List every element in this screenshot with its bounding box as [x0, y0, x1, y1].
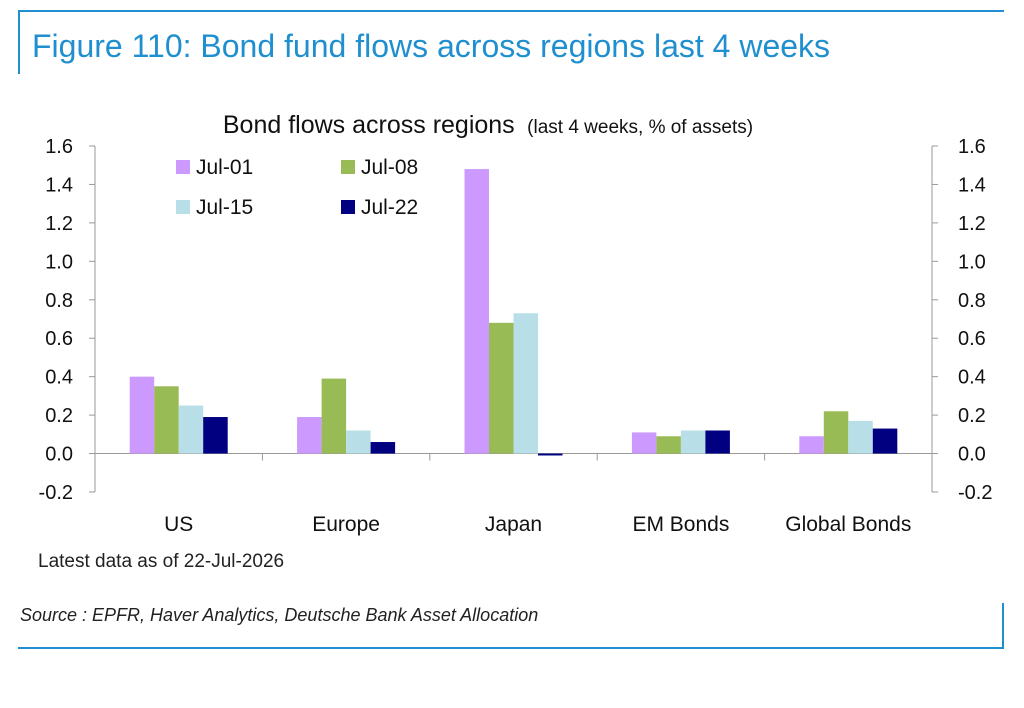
bar [464, 169, 489, 454]
y-tick-label-right: 1.6 [958, 136, 986, 158]
bar [489, 322, 514, 454]
y-tick-label-left: -0.2 [39, 482, 73, 504]
x-category-label: Global Bonds [785, 513, 911, 536]
y-tick-label-left: 0.8 [45, 290, 73, 312]
y-tick-label-right: 0.6 [958, 328, 986, 350]
bar [203, 417, 228, 454]
legend-label: Jul-22 [361, 196, 418, 219]
legend-swatch [341, 200, 355, 214]
bar [848, 420, 873, 454]
legend-swatch [176, 160, 190, 174]
bars [129, 169, 898, 456]
chart-title-subtitle: (last 4 weeks, % of assets) [527, 117, 753, 138]
y-tick-label-right: 0.0 [958, 444, 986, 466]
legend-label: Jul-08 [361, 156, 418, 179]
y-tick-label-right: 1.4 [958, 174, 986, 196]
latest-data-note: Latest data as of 22-Jul-2026 [38, 551, 285, 572]
frame-left-rule [18, 10, 20, 74]
bar [680, 430, 706, 454]
bar [631, 432, 657, 454]
bar [370, 442, 396, 454]
bar [154, 386, 179, 454]
y-tick-label-right: 1.2 [958, 213, 986, 235]
frame-right-rule [1002, 603, 1004, 649]
y-tick-label-left: 0.4 [45, 367, 73, 389]
y-tick-label-right: 0.4 [958, 367, 986, 389]
figure-title: Figure 110: Bond fund flows across regio… [32, 28, 831, 64]
y-tick-label-left: 1.2 [45, 213, 73, 235]
legend-label: Jul-15 [196, 196, 253, 219]
x-category-label: Japan [485, 513, 542, 536]
y-tick-label-left: 0.6 [45, 328, 73, 350]
chart-title: Bond flows across regions (last 4 weeks,… [223, 111, 753, 139]
x-category-label: EM Bonds [632, 513, 729, 536]
y-tick-label-left: 0.0 [45, 444, 73, 466]
y-tick-label-right: -0.2 [958, 482, 992, 504]
bar [346, 430, 371, 454]
bar [513, 313, 538, 454]
axes: -0.2 -0.2 0.0 0.0 0.2 0.2 0.4 0.4 0.6 0.6 0.8 0.8 1.… [39, 136, 993, 536]
bar [178, 405, 204, 454]
legend-swatch [341, 160, 355, 174]
bar [321, 378, 347, 454]
y-tick-label-left: 1.0 [45, 251, 73, 273]
bar [129, 376, 155, 454]
bar [656, 436, 681, 454]
bar [297, 417, 322, 454]
bar [705, 430, 730, 454]
y-tick-label-right: 0.8 [958, 290, 986, 312]
legend: Jul-01 Jul-08 Jul-15 Jul-22 [176, 156, 418, 219]
bar [799, 436, 824, 454]
bond-flows-chart: Bond flows across regions (last 4 weeks,… [39, 111, 993, 536]
y-tick-label-left: 1.6 [45, 136, 73, 158]
legend-swatch [176, 200, 190, 214]
y-tick-label-right: 0.2 [958, 405, 986, 427]
bar [538, 453, 563, 456]
y-tick-label-left: 0.2 [45, 405, 73, 427]
legend-label: Jul-01 [196, 156, 253, 179]
chart-title-main: Bond flows across regions [223, 111, 515, 139]
source-note: Source : EPFR, Haver Analytics, Deutsche… [20, 605, 539, 625]
frame-top-rule [18, 10, 1004, 12]
y-tick-label-right: 1.0 [958, 251, 986, 273]
x-category-label: Europe [312, 513, 380, 536]
y-tick-label-left: 1.4 [45, 174, 73, 196]
bar [823, 411, 849, 454]
frame-bottom-rule [18, 647, 1004, 649]
bar [872, 428, 898, 454]
x-category-label: US [164, 513, 193, 536]
